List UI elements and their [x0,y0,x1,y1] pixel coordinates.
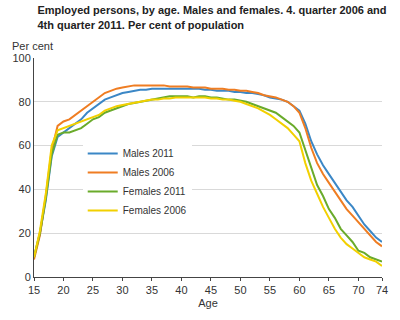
svg-text:60: 60 [19,139,31,151]
svg-text:Females 2011: Females 2011 [123,186,186,197]
svg-text:45: 45 [205,284,217,296]
svg-text:65: 65 [323,284,335,296]
svg-text:Employed persons, by age. Male: Employed persons, by age. Males and fema… [37,4,386,30]
svg-text:30: 30 [116,284,128,296]
svg-text:Males 2011: Males 2011 [123,148,174,159]
svg-text:0: 0 [25,271,31,283]
svg-text:60: 60 [293,284,305,296]
svg-text:40: 40 [175,284,187,296]
svg-text:15: 15 [28,284,40,296]
svg-text:20: 20 [57,284,69,296]
svg-text:50: 50 [234,284,246,296]
svg-text:Males 2006: Males 2006 [123,167,175,178]
svg-text:Per cent: Per cent [12,40,53,52]
svg-text:80: 80 [19,96,31,108]
svg-text:25: 25 [87,284,99,296]
svg-text:Age: Age [198,297,218,309]
svg-text:74: 74 [376,284,388,296]
svg-text:Females 2006: Females 2006 [123,205,187,216]
svg-text:55: 55 [264,284,276,296]
svg-text:20: 20 [19,227,31,239]
svg-text:100: 100 [12,52,30,64]
svg-text:70: 70 [352,284,364,296]
svg-text:35: 35 [146,284,158,296]
svg-text:40: 40 [19,183,31,195]
